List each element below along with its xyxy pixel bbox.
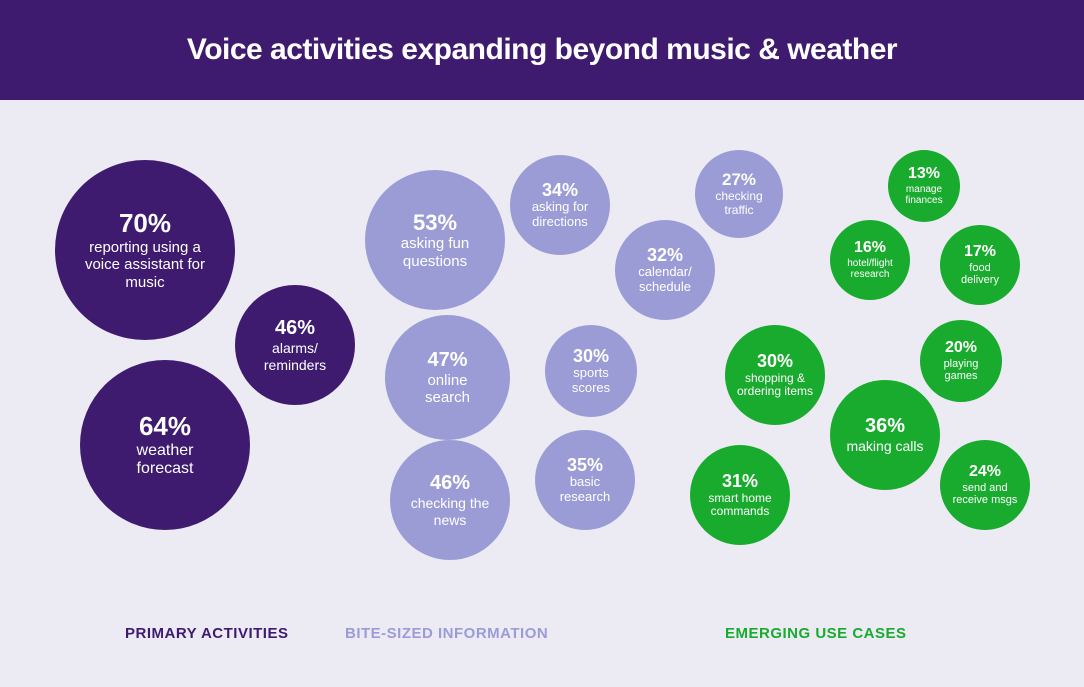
bubble: 13%manage finances: [888, 150, 960, 222]
bubble: 70%reporting using a voice assistant for…: [55, 160, 235, 340]
bubble-percent: 31%: [722, 471, 758, 492]
bubble-label: checking the news: [410, 495, 490, 527]
category-label: EMERGING USE CASES: [725, 625, 907, 642]
bubble-percent: 70%: [119, 209, 171, 239]
bubble-label: weather forecast: [110, 442, 220, 479]
bubble: 30%shopping & ordering items: [725, 325, 825, 425]
bubble-canvas: 70%reporting using a voice assistant for…: [0, 100, 1084, 687]
bubble: 32%calendar/ schedule: [615, 220, 715, 320]
bubble: 64%weather forecast: [80, 360, 250, 530]
bubble-percent: 34%: [542, 180, 578, 201]
bubble-label: alarms/ reminders: [264, 340, 326, 372]
bubble-label: sports scores: [556, 366, 626, 396]
bubble-label: basic research: [550, 475, 620, 505]
bubble-percent: 64%: [139, 412, 191, 442]
category-label: PRIMARY ACTIVITIES: [125, 625, 288, 642]
bubble: 47%online search: [385, 315, 510, 440]
bubble-label: hotel/flight research: [838, 258, 903, 281]
bubble: 31%smart home commands: [690, 445, 790, 545]
bubble-label: making calls: [846, 438, 923, 454]
bubble: 36%making calls: [830, 380, 940, 490]
bubble-label: send and receive msgs: [953, 482, 1018, 507]
bubble-percent: 46%: [430, 472, 470, 495]
bubble-percent: 46%: [275, 317, 315, 340]
bubble-percent: 24%: [969, 463, 1001, 481]
bubble: 53%asking fun questions: [365, 170, 505, 310]
bubble-percent: 35%: [567, 455, 603, 476]
bubble-label: asking for directions: [520, 200, 600, 230]
bubble-label: food delivery: [953, 262, 1008, 287]
bubble-percent: 32%: [647, 245, 683, 266]
bubble-label: online search: [408, 372, 488, 407]
bubble-label: asking fun questions: [385, 235, 485, 270]
bubble-percent: 53%: [413, 210, 457, 235]
bubble-label: smart home commands: [700, 492, 780, 520]
bubble-percent: 17%: [964, 243, 996, 261]
bubble-percent: 30%: [757, 351, 793, 372]
category-label: BITE-SIZED INFORMATION: [345, 625, 548, 642]
bubble: 34%asking for directions: [510, 155, 610, 255]
bubble: 20%playing games: [920, 320, 1002, 402]
bubble: 30%sports scores: [545, 325, 637, 417]
header-title: Voice activities expanding beyond music …: [187, 33, 897, 67]
bubble-percent: 16%: [854, 239, 886, 257]
bubble-percent: 13%: [908, 165, 940, 183]
header-bar: Voice activities expanding beyond music …: [0, 0, 1084, 100]
bubble: 46%alarms/ reminders: [235, 285, 355, 405]
bubble: 27%checking traffic: [695, 150, 783, 238]
bubble-label: manage finances: [897, 184, 952, 207]
bubble: 17%food delivery: [940, 225, 1020, 305]
bubble-percent: 20%: [945, 339, 977, 357]
bubble-percent: 27%: [722, 170, 756, 190]
bubble: 46%checking the news: [390, 440, 510, 560]
bubble-label: playing games: [934, 358, 989, 383]
bubble-label: checking traffic: [707, 190, 772, 218]
bubble: 35%basic research: [535, 430, 635, 530]
bubble-label: reporting using a voice assistant for mu…: [75, 239, 215, 291]
bubble-percent: 47%: [427, 349, 467, 372]
bubble: 24%send and receive msgs: [940, 440, 1030, 530]
bubble: 16%hotel/flight research: [830, 220, 910, 300]
bubble-label: calendar/ schedule: [638, 265, 691, 295]
bubble-label: shopping & ordering items: [735, 372, 815, 400]
bubble-percent: 30%: [573, 346, 609, 367]
bubble-percent: 36%: [865, 415, 905, 438]
